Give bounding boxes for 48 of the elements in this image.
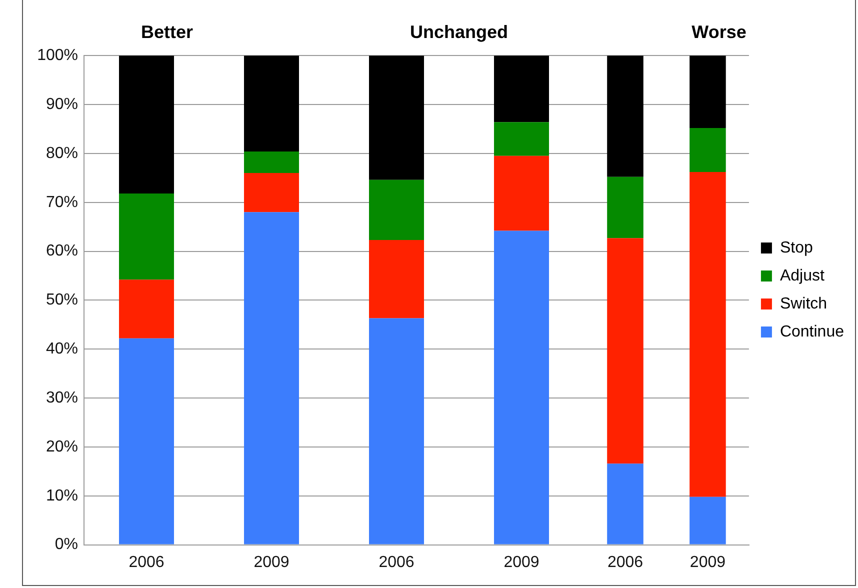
y-tick-label: 0% — [54, 536, 78, 554]
y-tick-label: 20% — [46, 438, 78, 456]
bar — [607, 176, 644, 238]
bar — [690, 128, 726, 172]
x-tick-label: 2006 — [378, 554, 414, 571]
x-tick-label: 2006 — [128, 554, 164, 571]
bar — [244, 151, 299, 174]
x-tick-label: 2009 — [504, 554, 540, 571]
chart-title: Unchanged — [410, 22, 508, 42]
y-tick-label: 70% — [46, 194, 78, 211]
legend-label: Switch — [780, 295, 828, 312]
bar — [494, 122, 549, 156]
bar — [369, 180, 424, 240]
bar — [244, 173, 299, 212]
y-tick-label: 60% — [46, 242, 78, 260]
legend-label: Continue — [780, 323, 844, 340]
x-tick-label: 2006 — [607, 554, 644, 571]
x-tick-label: 2009 — [690, 554, 726, 571]
bar — [244, 212, 299, 544]
y-tick-label: 90% — [46, 96, 78, 113]
bar — [119, 194, 174, 280]
bar — [369, 56, 424, 180]
y-tick-label: 30% — [46, 389, 78, 406]
bar — [690, 172, 726, 497]
chart-title: Worse — [692, 22, 746, 42]
bar — [369, 240, 424, 318]
bar — [607, 464, 644, 544]
y-tick-label: 10% — [46, 487, 78, 504]
chart-title: Better — [140, 22, 194, 42]
bar — [607, 238, 644, 464]
bar — [369, 318, 424, 544]
bar — [494, 156, 549, 231]
legend-label: Adjust — [780, 267, 825, 284]
y-tick-label: 40% — [46, 340, 78, 358]
bar — [244, 56, 299, 152]
bar — [119, 338, 174, 544]
y-tick-label: 80% — [46, 144, 78, 162]
bar — [494, 230, 549, 544]
bar — [119, 56, 174, 194]
bar — [119, 280, 174, 338]
bar — [607, 56, 644, 177]
legend-label: Stop — [780, 239, 813, 256]
x-tick-label: 2009 — [254, 554, 290, 571]
y-tick-label: 50% — [46, 292, 78, 309]
y-tick-label: 100% — [37, 47, 78, 64]
bar — [690, 56, 726, 128]
bar — [494, 56, 549, 122]
bar — [690, 496, 726, 544]
